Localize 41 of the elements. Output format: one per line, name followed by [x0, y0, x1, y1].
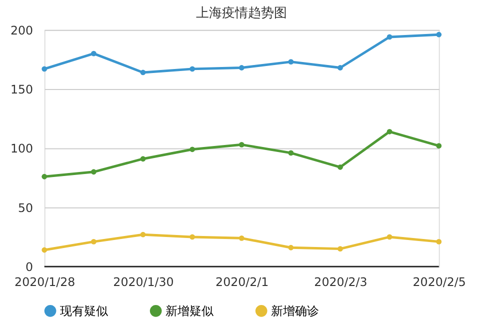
- y-tick-label: 50: [18, 200, 34, 215]
- point: [386, 234, 392, 240]
- y-tick-label: 100: [10, 142, 34, 156]
- legend-label: 新增确诊: [271, 304, 320, 318]
- point: [436, 239, 442, 244]
- point: [42, 174, 48, 180]
- point: [140, 156, 146, 162]
- x-tick-label: 2020/2/3: [314, 274, 368, 289]
- point: [90, 239, 96, 244]
- x-tick-label: 2020/1/30: [113, 274, 174, 289]
- point: [190, 66, 196, 72]
- point: [90, 169, 96, 175]
- point: [140, 232, 146, 238]
- point: [190, 234, 196, 240]
- point: [238, 65, 244, 70]
- point: [90, 50, 96, 56]
- x-tick-label: 2020/2/1: [216, 274, 269, 289]
- chart-title: 上海疫情趋势图: [196, 6, 288, 22]
- point: [42, 66, 48, 72]
- legend-label: 现有疑似: [60, 304, 108, 318]
- point: [436, 143, 442, 149]
- point: [436, 32, 442, 38]
- point: [338, 246, 343, 252]
- y-tick-label: 200: [10, 23, 34, 38]
- point: [238, 235, 244, 241]
- point: [338, 164, 343, 170]
- point: [288, 150, 294, 156]
- y-tick-label: 0: [26, 260, 34, 274]
- point: [238, 142, 244, 148]
- point: [288, 59, 294, 65]
- x-tick-label: 2020/1/28: [14, 274, 76, 289]
- point: [338, 65, 343, 70]
- x-tick-label: 2020/2/5: [412, 274, 466, 289]
- point: [190, 146, 196, 152]
- point: [288, 244, 294, 250]
- point: [386, 128, 392, 134]
- point: [42, 247, 48, 253]
- point: [140, 70, 146, 76]
- y-tick-label: 150: [10, 82, 34, 96]
- point: [386, 34, 392, 40]
- legend-label: 新增疑似: [166, 304, 214, 318]
